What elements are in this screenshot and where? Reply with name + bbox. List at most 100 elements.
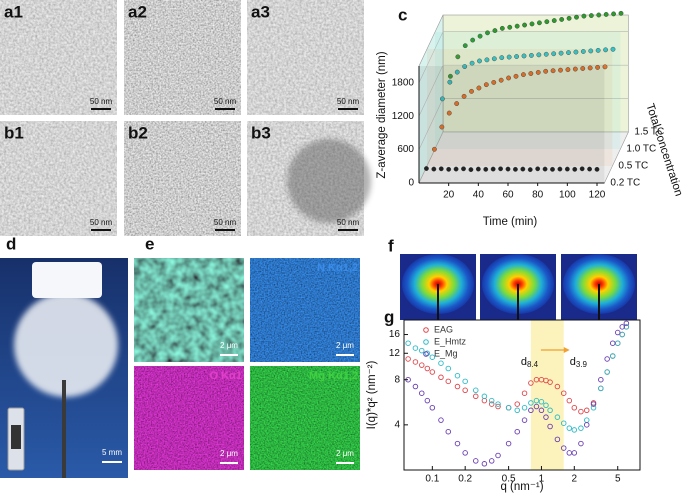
point bbox=[614, 329, 621, 336]
point bbox=[604, 356, 610, 362]
point bbox=[528, 380, 534, 386]
point bbox=[499, 25, 505, 31]
depth-plane bbox=[419, 66, 605, 183]
point bbox=[507, 24, 513, 30]
y-tick-label: 8 bbox=[394, 374, 400, 385]
point bbox=[454, 383, 461, 390]
scale-text: 50 nm bbox=[90, 97, 113, 106]
panel-label: a3 bbox=[251, 2, 270, 21]
point bbox=[412, 345, 419, 351]
point bbox=[484, 57, 490, 63]
point bbox=[578, 408, 584, 415]
point bbox=[551, 51, 557, 57]
point bbox=[405, 356, 411, 362]
point bbox=[537, 20, 542, 26]
point bbox=[440, 96, 445, 102]
point bbox=[536, 52, 542, 58]
point bbox=[554, 414, 561, 420]
annotation: d8.4 bbox=[521, 356, 539, 369]
point bbox=[544, 19, 550, 25]
point bbox=[520, 166, 526, 172]
scale-text: 2 μm bbox=[220, 341, 238, 350]
point bbox=[424, 397, 431, 404]
point bbox=[514, 428, 520, 435]
point bbox=[533, 403, 540, 410]
point bbox=[470, 37, 476, 43]
point bbox=[580, 66, 586, 71]
point bbox=[560, 390, 567, 396]
point bbox=[566, 50, 571, 56]
map-title: Mg Kα1,2 bbox=[309, 370, 358, 382]
point bbox=[446, 110, 452, 116]
point bbox=[618, 10, 624, 16]
depth-tick-label: 1.0 TC bbox=[626, 144, 656, 155]
panel-label: c bbox=[398, 5, 407, 24]
point bbox=[477, 33, 483, 39]
point bbox=[473, 458, 479, 464]
point bbox=[488, 458, 495, 464]
eds-map bbox=[134, 258, 244, 362]
fluff bbox=[14, 293, 118, 397]
point bbox=[491, 80, 497, 85]
x-tick-label: 20 bbox=[443, 190, 455, 201]
point bbox=[583, 407, 590, 414]
scale-text: 50 nm bbox=[214, 218, 237, 227]
x-tick-label: 1 bbox=[539, 474, 545, 485]
map-title: N Kα1,2 bbox=[317, 262, 358, 274]
point bbox=[603, 12, 609, 17]
panel-label: b1 bbox=[4, 123, 24, 142]
scale-text: 2 μm bbox=[336, 449, 354, 458]
point bbox=[462, 64, 468, 69]
point bbox=[429, 354, 436, 360]
point bbox=[473, 393, 479, 400]
annotation-sub: 3.9 bbox=[576, 360, 588, 369]
point bbox=[488, 397, 495, 404]
point bbox=[533, 397, 540, 404]
x-tick-label: 0.2 bbox=[458, 474, 472, 485]
point bbox=[538, 399, 545, 405]
point bbox=[514, 54, 519, 59]
point bbox=[610, 46, 616, 52]
point bbox=[587, 65, 593, 71]
x-tick-label: 0.5 bbox=[502, 474, 516, 485]
point bbox=[429, 369, 436, 375]
point bbox=[603, 47, 608, 53]
annotation-sub: 8.4 bbox=[527, 360, 539, 369]
point bbox=[438, 417, 444, 423]
point bbox=[554, 383, 561, 390]
point bbox=[475, 166, 481, 172]
point bbox=[499, 55, 505, 61]
point bbox=[529, 53, 534, 58]
point bbox=[514, 407, 520, 414]
point bbox=[477, 58, 482, 64]
point bbox=[454, 372, 461, 379]
micrograph bbox=[0, 0, 117, 115]
point bbox=[521, 53, 527, 59]
point bbox=[481, 461, 488, 467]
x-tick-label: 100 bbox=[559, 190, 576, 201]
point bbox=[495, 401, 501, 407]
y-tick-label: 12 bbox=[389, 348, 401, 359]
point bbox=[495, 452, 501, 459]
x-tick-label: 0.1 bbox=[425, 474, 439, 485]
point bbox=[461, 93, 467, 99]
point bbox=[551, 18, 557, 23]
point bbox=[590, 405, 597, 411]
point bbox=[557, 166, 563, 172]
point bbox=[547, 423, 553, 430]
point bbox=[521, 72, 526, 78]
micrographs: a1 50 nm a2 50 nm a3 50 nm b1 50 nm b2 50 nm b3 50 … bbox=[0, 0, 371, 236]
grid-line bbox=[418, 64, 629, 117]
point bbox=[483, 166, 489, 172]
y-tick-label: 1200 bbox=[392, 111, 415, 122]
point bbox=[505, 440, 512, 447]
x-tick-label: 60 bbox=[502, 190, 514, 201]
legend-marker bbox=[423, 339, 429, 345]
point bbox=[485, 30, 490, 36]
legend-label: EAG bbox=[434, 324, 453, 334]
x-tick-label: 40 bbox=[473, 190, 485, 201]
depth-tick-label: 0.2 TC bbox=[610, 178, 640, 189]
panel-label: e bbox=[145, 234, 154, 253]
point bbox=[495, 403, 501, 410]
